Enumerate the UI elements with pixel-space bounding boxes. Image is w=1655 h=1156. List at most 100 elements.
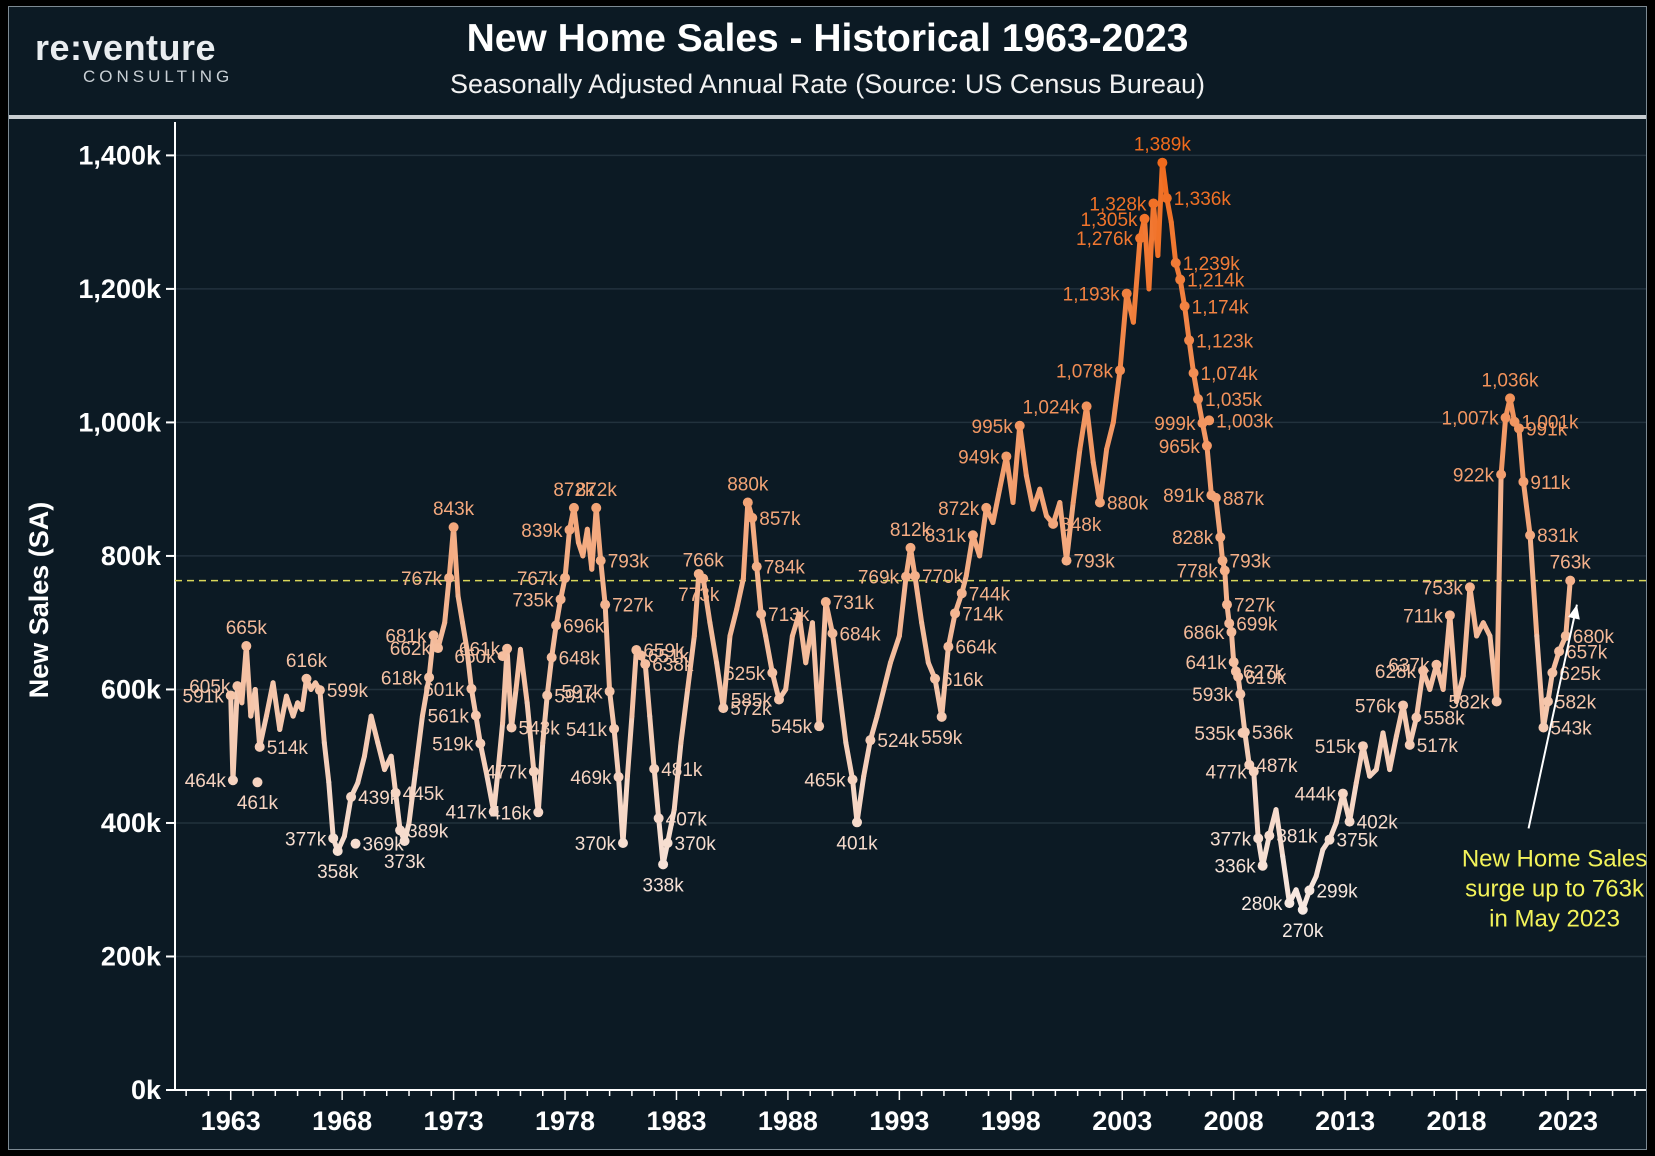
data-label: 999k [1154, 414, 1196, 435]
data-point [432, 643, 443, 654]
data-label: 1,214k [1187, 271, 1245, 292]
data-point [1219, 565, 1230, 576]
data-label: 684k [839, 624, 881, 645]
line-segment [1260, 833, 1272, 869]
data-point [346, 791, 357, 802]
data-point [814, 721, 825, 732]
data-point [930, 673, 941, 684]
data-point [428, 630, 439, 641]
data-label: 828k [1172, 528, 1214, 549]
line-segment [783, 633, 795, 692]
data-point [1175, 274, 1186, 285]
y-tick-label: 800k [101, 541, 162, 571]
data-point [1264, 830, 1275, 841]
data-label: 481k [661, 760, 703, 781]
data-point [1170, 257, 1181, 268]
x-tick-label: 2003 [1092, 1106, 1152, 1136]
line-segment [763, 633, 775, 676]
chart-frame: re:venture CONSULTING New Home Sales - H… [8, 6, 1647, 1150]
data-label: 1,074k [1201, 364, 1259, 385]
data-point [1538, 722, 1549, 733]
x-tick-label: 1963 [201, 1106, 261, 1136]
line-segment [602, 602, 613, 694]
data-point [852, 817, 863, 828]
line-segment [1534, 633, 1546, 731]
line-segment [1520, 479, 1533, 538]
y-tick-label: 0k [131, 1075, 162, 1105]
data-label: 651k [648, 646, 690, 667]
data-label: 1,036k [1482, 370, 1540, 391]
data-label: 769k [858, 568, 900, 589]
line-segment [1563, 578, 1573, 639]
data-label: 381k [1276, 827, 1318, 848]
data-point [328, 833, 339, 844]
data-label: 559k [921, 728, 963, 749]
line-segment [1204, 443, 1214, 498]
data-point [1014, 420, 1025, 431]
line-segment [1213, 495, 1223, 540]
data-label: 727k [1234, 596, 1276, 617]
x-tick-label: 1968 [312, 1106, 372, 1136]
data-label: 469k [570, 768, 612, 789]
data-label: 369k [363, 835, 405, 856]
line-segment [990, 486, 1003, 526]
line-segment [406, 767, 419, 826]
line-segment [665, 807, 677, 846]
data-point [640, 659, 651, 670]
line-segment [549, 622, 559, 660]
data-label: 336k [1214, 857, 1256, 878]
data-point [350, 838, 361, 849]
line-segment [413, 713, 425, 773]
annotation: New Home Sales surge up to 763k in May 202… [1462, 604, 1647, 932]
data-label: 831k [1537, 526, 1579, 547]
data-point [1496, 469, 1507, 480]
line-segment [388, 753, 399, 796]
data-label: 338k [643, 875, 685, 896]
line-segment [1064, 500, 1076, 564]
data-points [225, 157, 1576, 915]
x-tick-label: 2018 [1427, 1106, 1487, 1136]
company-logo: re:venture CONSULTING [35, 29, 233, 87]
data-label: 714k [962, 604, 1004, 625]
data-point [1217, 555, 1228, 566]
data-label: 407k [666, 809, 708, 830]
data-point [227, 775, 238, 786]
data-point [653, 813, 664, 824]
data-label: 572k [730, 699, 772, 720]
x-tick-label: 1993 [869, 1106, 929, 1136]
data-point [424, 672, 435, 683]
axes: 0k 200k 400k 600k 800k 1,000k 1,200k 1,400k 1963… [78, 122, 1646, 1136]
data-label: 1,239k [1183, 254, 1241, 275]
data-label: 599k [327, 681, 369, 702]
annotation-text: in May 2023 [1489, 905, 1620, 932]
data-point [613, 771, 624, 782]
data-point [847, 774, 858, 785]
data-label: 1,336k [1174, 189, 1232, 210]
data-label: 545k [771, 717, 813, 738]
y-tick-label: 400k [101, 808, 162, 838]
data-label: 597k [561, 682, 603, 703]
data-point [1525, 530, 1536, 541]
line-segment [1110, 367, 1123, 425]
line-segment [1413, 668, 1426, 720]
data-label: 773k [678, 585, 720, 606]
data-label: 727k [612, 596, 654, 617]
data-point [1431, 659, 1442, 670]
data-label: 417k [446, 803, 488, 824]
data-label: 591k [183, 686, 225, 707]
data-label: 358k [317, 862, 359, 883]
data-point [1221, 599, 1232, 610]
data-point [1001, 451, 1012, 462]
data-point [542, 690, 553, 701]
data-label: 416k [490, 803, 532, 824]
data-label: 627k [1243, 662, 1285, 683]
line-segment [1516, 425, 1526, 485]
data-label: 793k [608, 552, 650, 573]
data-point [600, 599, 611, 610]
data-label: 616k [286, 651, 328, 672]
data-point [943, 641, 954, 652]
data-point [1500, 412, 1511, 423]
line-segment [393, 790, 403, 833]
data-point [1235, 689, 1246, 700]
